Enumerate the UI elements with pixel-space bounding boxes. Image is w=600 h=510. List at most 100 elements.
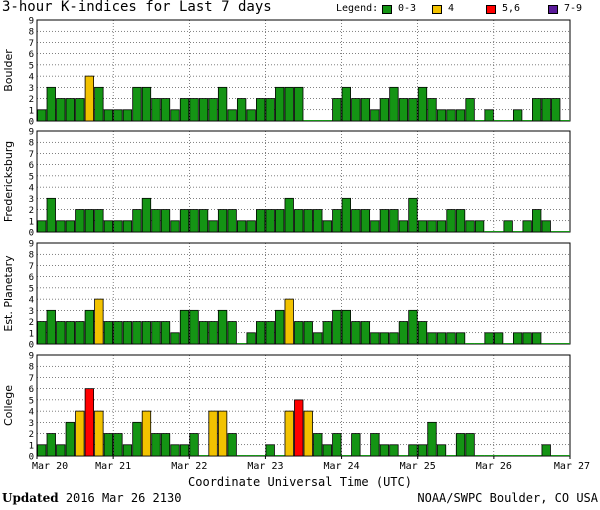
bar-fredericksburg — [37, 220, 47, 233]
bar-boulder — [103, 109, 114, 122]
bar-college — [370, 433, 380, 457]
bar-est-planetary — [398, 321, 409, 345]
bar-fredericksburg — [113, 220, 123, 233]
bar-college — [122, 444, 133, 457]
bar-boulder — [75, 98, 85, 122]
bar-boulder — [132, 86, 142, 122]
bar-college — [465, 433, 475, 457]
bar-college — [379, 444, 390, 457]
bar-est-planetary — [455, 332, 466, 345]
legend-swatch-5-6 — [486, 5, 496, 14]
bar-boulder — [94, 86, 104, 122]
y-tick-label: 8 — [29, 363, 34, 373]
bar-est-planetary — [37, 321, 47, 345]
bar-college — [227, 433, 237, 457]
y-tick-label: 0 — [29, 453, 34, 463]
bar-fredericksburg — [65, 220, 75, 233]
bar-boulder — [389, 86, 399, 122]
bar-fredericksburg — [236, 220, 247, 233]
bar-fredericksburg — [360, 209, 371, 233]
bar-college — [303, 410, 313, 457]
bar-est-planetary — [294, 321, 304, 345]
bar-college — [208, 410, 218, 457]
panel-label-fredericksburg: Fredericksburg — [2, 141, 15, 222]
bar-fredericksburg — [389, 209, 399, 233]
y-tick-label: 9 — [29, 17, 34, 27]
bar-est-planetary — [360, 321, 371, 345]
bar-boulder — [436, 109, 447, 122]
y-tick-label: 9 — [29, 352, 34, 362]
updated-label: Updated — [2, 491, 59, 505]
bar-college — [322, 444, 332, 457]
bar-college — [170, 444, 180, 457]
bar-est-planetary — [341, 309, 351, 345]
bar-boulder — [65, 98, 75, 122]
y-tick-label: 7 — [29, 262, 34, 272]
bar-est-planetary — [179, 309, 190, 345]
y-tick-label: 6 — [29, 273, 34, 283]
bar-est-planetary — [103, 321, 114, 345]
bar-fredericksburg — [503, 220, 513, 233]
y-tick-label: 5 — [29, 61, 34, 71]
bar-fredericksburg — [246, 220, 256, 233]
bar-est-planetary — [132, 321, 142, 345]
legend-label-0-3: 0-3 — [398, 3, 417, 14]
bar-fredericksburg — [198, 209, 209, 233]
bar-est-planetary — [94, 298, 104, 345]
bar-fredericksburg — [94, 209, 104, 233]
bar-fredericksburg — [313, 209, 323, 233]
bar-boulder — [532, 98, 542, 122]
y-tick-label: 2 — [29, 206, 34, 216]
y-tick-label: 6 — [29, 161, 34, 171]
bar-fredericksburg — [351, 209, 361, 233]
bar-est-planetary — [303, 321, 313, 345]
bar-college — [284, 410, 294, 457]
bar-est-planetary — [322, 321, 332, 345]
bar-fredericksburg — [46, 197, 56, 233]
bar-fredericksburg — [436, 220, 447, 233]
bar-fredericksburg — [398, 220, 409, 233]
y-tick-label: 1 — [29, 329, 34, 339]
bar-college — [332, 433, 342, 457]
bar-est-planetary — [151, 321, 161, 345]
bar-est-planetary — [389, 332, 399, 345]
bar-fredericksburg — [84, 209, 95, 233]
bar-boulder — [551, 98, 561, 122]
bar-est-planetary — [56, 321, 66, 345]
panel-label-boulder: Boulder — [2, 49, 15, 92]
x-tick-label: Mar 20 — [32, 461, 68, 472]
bar-est-planetary — [379, 332, 390, 345]
y-tick-label: 0 — [29, 229, 34, 239]
bar-boulder — [56, 98, 66, 122]
bar-fredericksburg — [341, 197, 351, 233]
panel-frame-boulder — [36, 19, 571, 122]
legend-label-5-6: 5,6 — [502, 3, 521, 14]
x-tick-label: Mar 27 — [554, 461, 590, 472]
bar-est-planetary — [275, 309, 285, 345]
bar-fredericksburg — [227, 209, 237, 233]
bar-est-planetary — [522, 332, 532, 345]
bar-est-planetary — [512, 332, 523, 345]
panel-frame-college — [36, 354, 571, 457]
bar-fredericksburg — [141, 197, 152, 233]
y-tick-label: 0 — [29, 118, 34, 128]
bar-fredericksburg — [455, 209, 466, 233]
bar-boulder — [332, 98, 342, 122]
bar-college — [427, 421, 437, 457]
bar-fredericksburg — [370, 220, 380, 233]
bar-fredericksburg — [408, 197, 418, 233]
updated-timestamp: Updated 2016 Mar 26 2130 — [2, 491, 181, 505]
legend-swatch-0-3 — [382, 5, 392, 14]
bar-college — [103, 433, 114, 457]
bar-est-planetary — [113, 321, 123, 345]
y-tick-label: 2 — [29, 318, 34, 328]
bar-fredericksburg — [132, 209, 142, 233]
bar-fredericksburg — [379, 209, 390, 233]
legend-label: Legend: — [336, 3, 379, 14]
bar-est-planetary — [332, 309, 342, 345]
bar-est-planetary — [141, 321, 152, 345]
bar-est-planetary — [246, 332, 256, 345]
y-tick-label: 0 — [29, 341, 34, 351]
bar-fredericksburg — [179, 209, 190, 233]
